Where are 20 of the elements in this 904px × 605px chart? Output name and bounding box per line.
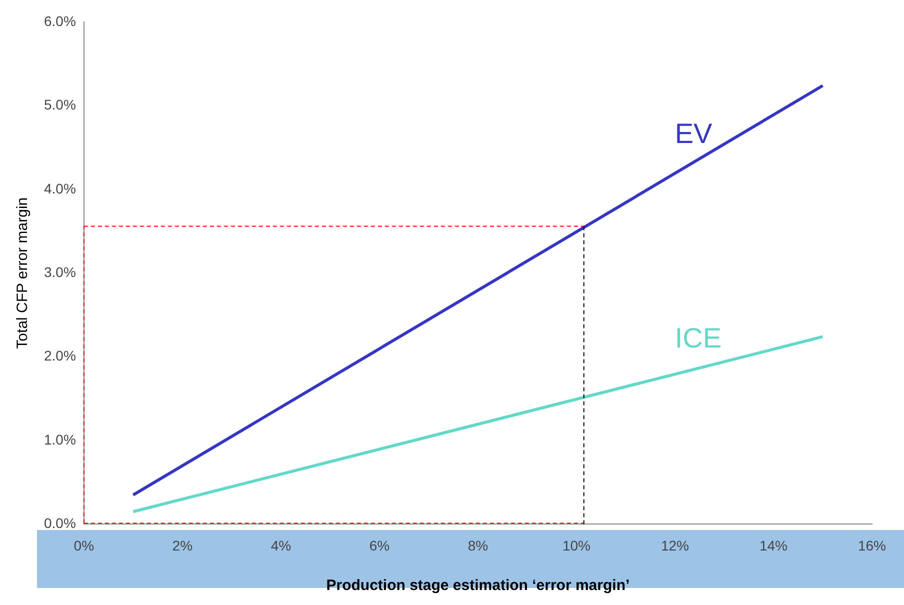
y-tick-label: 0.0% — [44, 515, 76, 532]
series-label: EV — [674, 118, 713, 150]
x-tick-label: 8% — [468, 537, 488, 554]
y-tick-label: 6.0% — [44, 12, 76, 29]
y-tick-label: 4.0% — [44, 180, 76, 196]
x-tick-label: 0% — [74, 537, 94, 554]
x-tick-label: 12% — [660, 537, 689, 554]
series-label: ICE — [674, 322, 722, 354]
y-axis-title: Total CFP error margin — [14, 197, 32, 349]
x-tick-label: 4% — [270, 537, 292, 554]
y-tick-label: 2.0% — [44, 348, 76, 364]
x-axis-title: Production stage estimation ‘error margin’ — [326, 577, 630, 594]
x-tick-label: 6% — [369, 537, 390, 554]
x-tick-label: 2% — [172, 537, 193, 554]
y-tick-label: 5.0% — [44, 96, 76, 113]
x-tick-label: 10% — [562, 537, 590, 554]
y-tick-label: 3.0% — [44, 264, 76, 280]
y-tick-label: 1.0% — [44, 431, 76, 448]
x-tick-label: 14% — [759, 537, 788, 554]
x-tick-label: 16% — [858, 537, 886, 554]
